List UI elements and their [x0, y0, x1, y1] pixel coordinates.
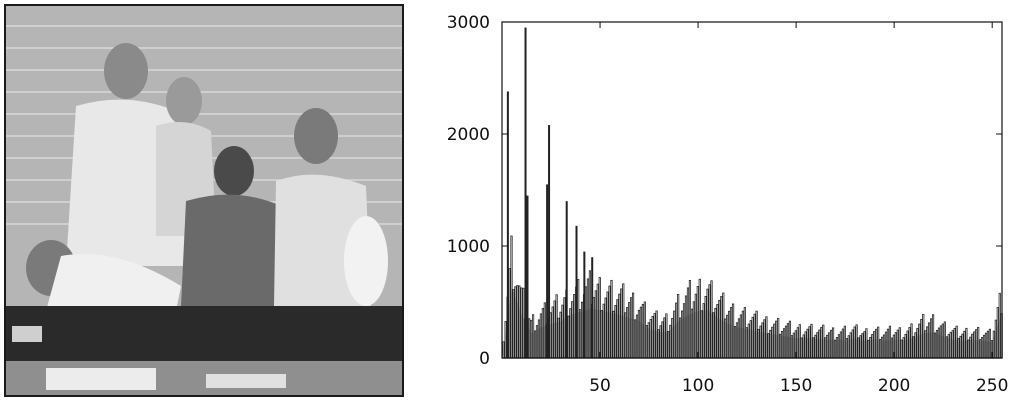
histogram-svg: 50 100 150 200 250 0 1000 2000 3000: [447, 13, 1009, 396]
x-tick-label: 50: [589, 376, 611, 396]
group-photo-image: [6, 6, 402, 395]
x-tick-label: 100: [682, 376, 714, 396]
histogram-spike: [575, 225, 578, 358]
bars-group: [502, 27, 1003, 359]
histogram-spike: [526, 195, 529, 358]
y-tick-label: 1000: [447, 237, 490, 257]
histogram-spike: [565, 201, 568, 358]
histogram-spike: [506, 91, 509, 358]
histogram-chart: 50 100 150 200 250 0 1000 2000 3000: [420, 0, 1010, 403]
y-axis-ticks: 0 1000 2000 3000: [447, 13, 1002, 369]
y-tick-label: 3000: [447, 13, 490, 33]
histogram-spike: [524, 27, 527, 358]
x-axis-ticks: 50 100 150 200 250: [589, 22, 1008, 396]
y-tick-label: 0: [479, 349, 490, 369]
histogram-spike: [583, 251, 586, 358]
histogram-spike: [591, 257, 594, 358]
histogram-spike: [548, 125, 551, 358]
histogram-spike: [546, 184, 549, 358]
group-photo: [4, 4, 404, 397]
x-tick-label: 250: [976, 376, 1008, 396]
y-tick-label: 2000: [447, 125, 490, 145]
x-tick-label: 150: [780, 376, 812, 396]
x-tick-label: 200: [878, 376, 910, 396]
